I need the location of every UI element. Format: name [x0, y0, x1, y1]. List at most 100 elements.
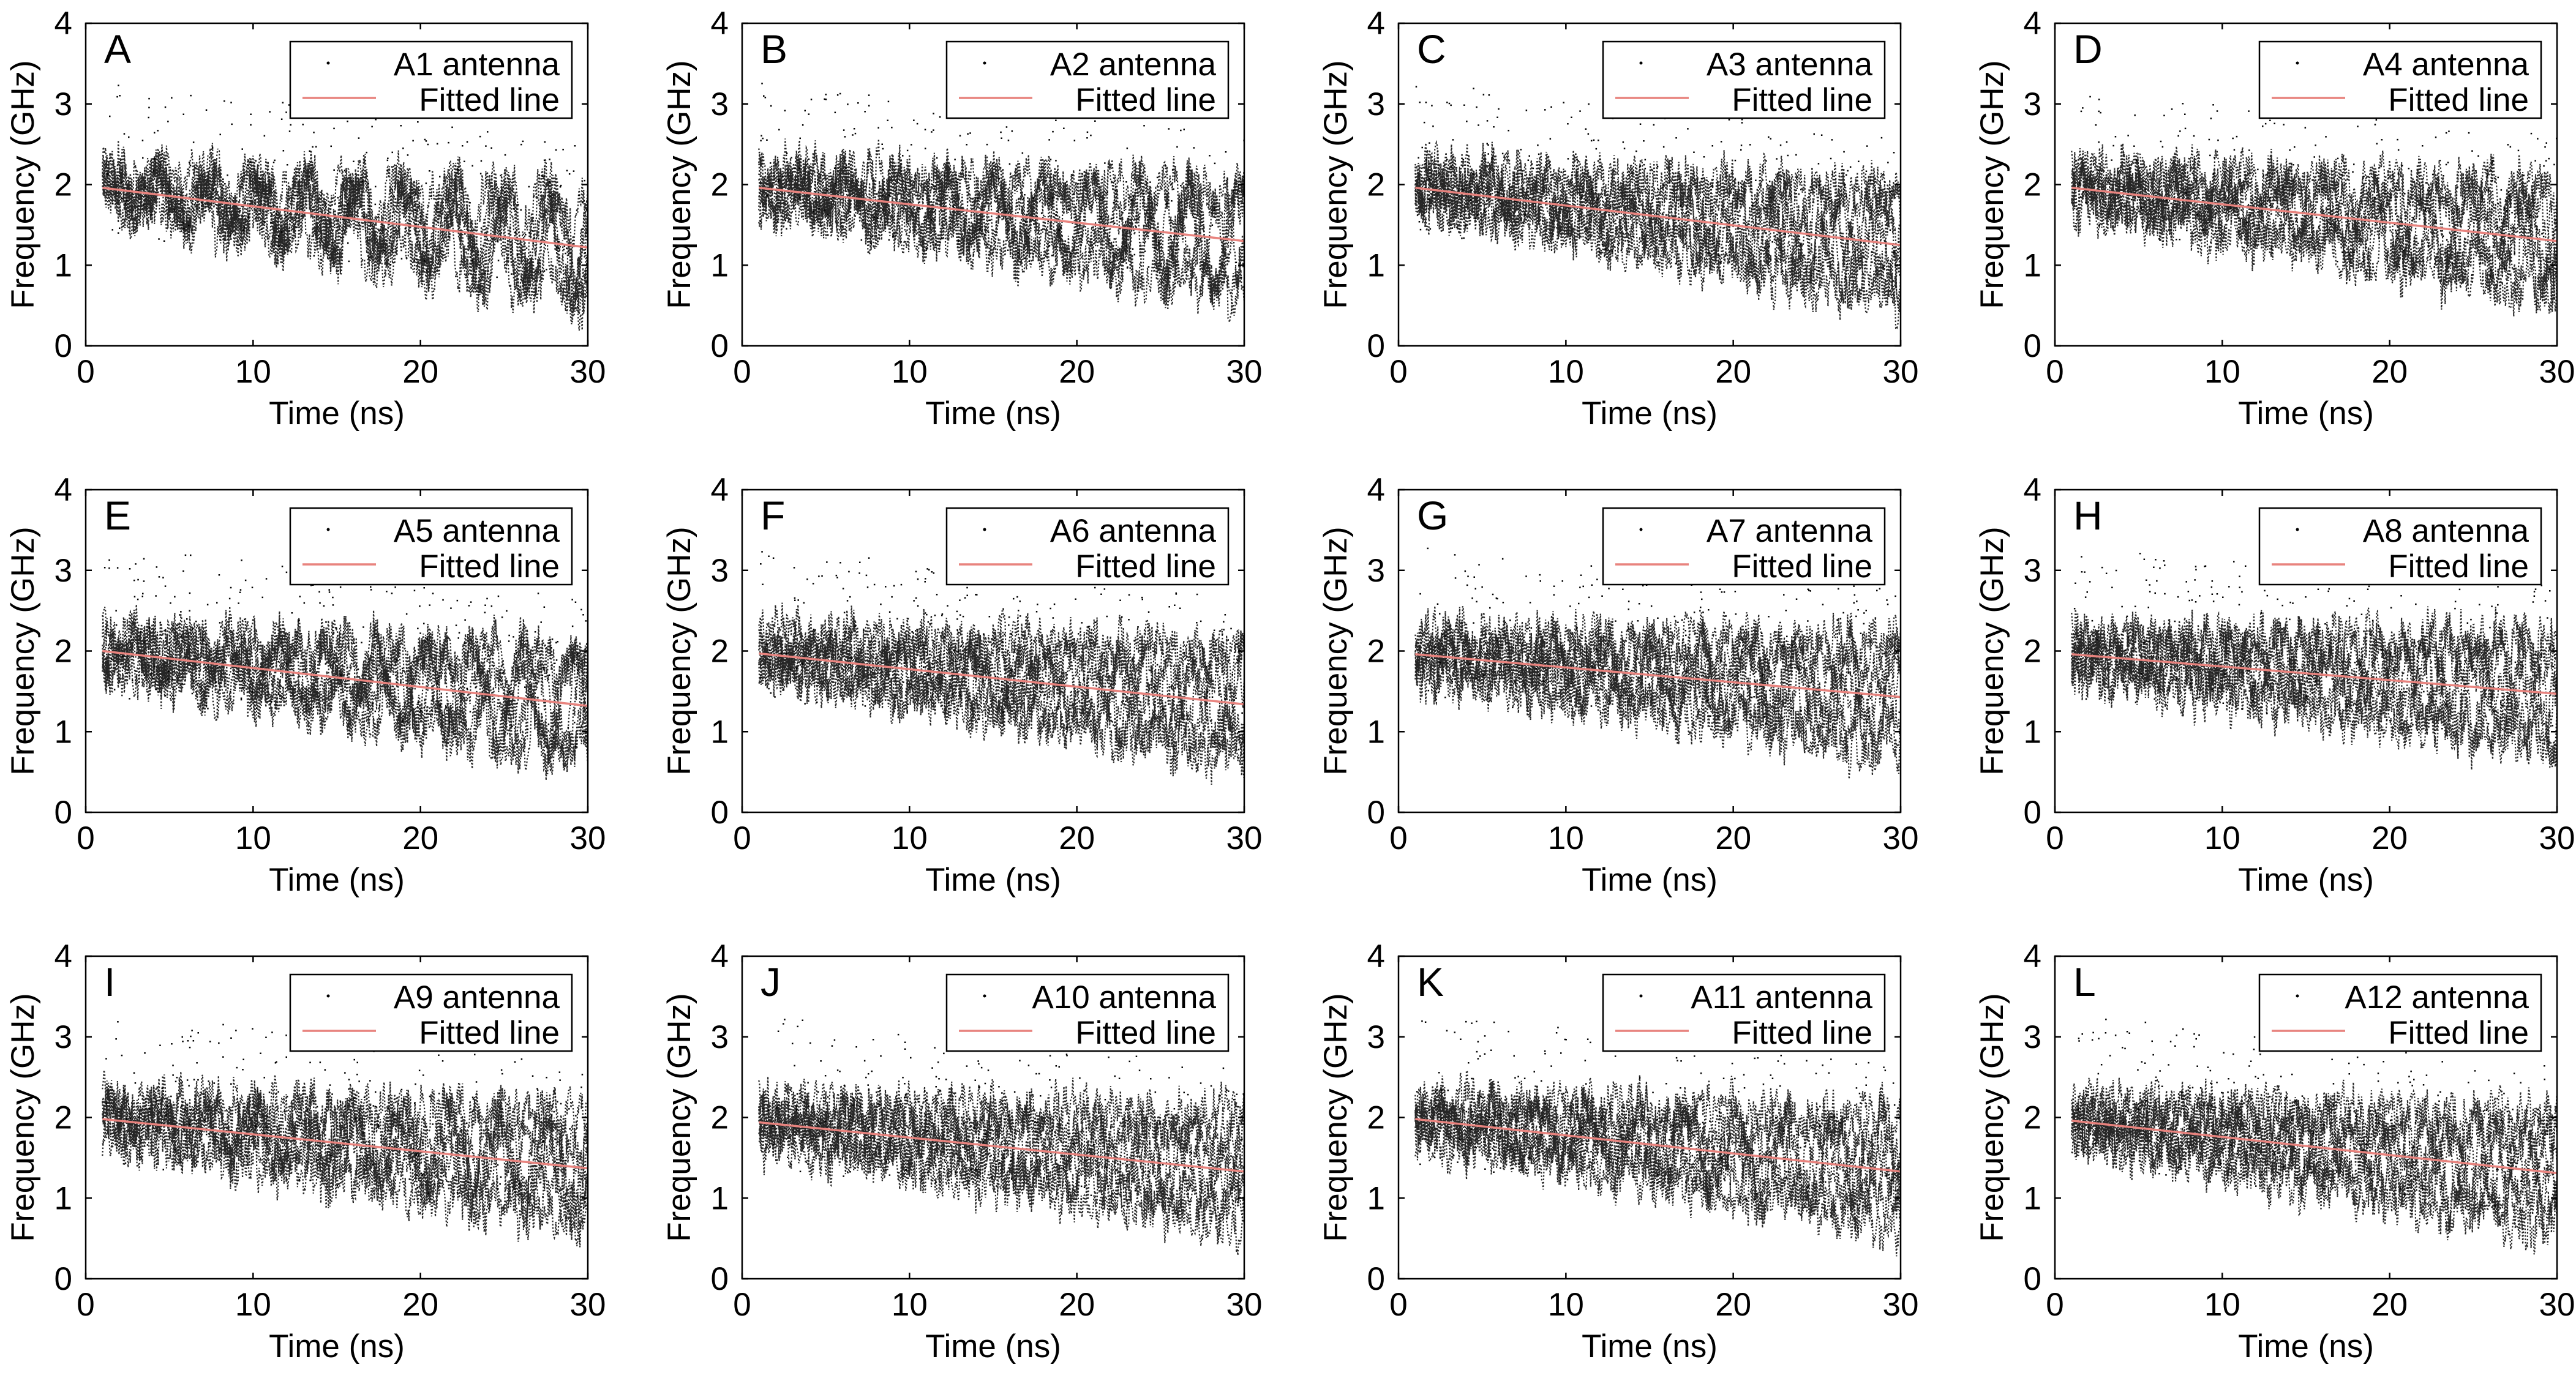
y-tick-label: 1: [2024, 247, 2041, 283]
legend-entry-fit: Fitted line: [1075, 1015, 1216, 1051]
data-trace-F: [758, 551, 1244, 785]
x-tick-label: 20: [1715, 1287, 1751, 1323]
x-axis-label: Time (ns): [925, 1328, 1061, 1364]
data-trace-J: [758, 1019, 1244, 1256]
data-trace-A: [102, 84, 588, 331]
panel-letter: L: [2073, 959, 2096, 1005]
panel-letter: F: [760, 493, 785, 538]
y-tick-label: 3: [711, 553, 729, 589]
fitted-line-C: [1415, 187, 1901, 247]
legend-marker-dot: [2296, 61, 2299, 65]
y-tick-label: 0: [1367, 328, 1385, 364]
y-tick-label: 0: [1367, 1261, 1385, 1297]
data-trace-L: [2071, 1019, 2557, 1255]
x-tick-label: 0: [77, 1287, 94, 1323]
x-tick-label: 30: [2539, 354, 2575, 390]
legend-entry-fit: Fitted line: [1075, 82, 1216, 118]
y-axis-label: Frequency (GHz): [5, 526, 41, 775]
x-tick-label: 20: [1715, 354, 1751, 390]
x-axis-label: Time (ns): [1582, 1328, 1718, 1364]
x-tick-label: 30: [1226, 1287, 1263, 1323]
legend-entry-data: A6 antenna: [1050, 513, 1217, 549]
y-tick-label: 4: [711, 938, 729, 975]
y-axis-label: Frequency (GHz): [5, 993, 41, 1241]
x-tick-label: 10: [2204, 354, 2240, 390]
panel-G: 0 10 20 30 0 1 2 3 4 Time (ns) Frequency (GHz) G A7 …: [1318, 472, 1918, 898]
legend-entry-data: A3 antenna: [1707, 47, 1873, 83]
data-trace-K: [1414, 1020, 1901, 1257]
x-tick-label: 30: [1883, 820, 1919, 856]
legend-entry-data: A2 antenna: [1050, 47, 1217, 83]
panel-letter: A: [104, 26, 131, 72]
y-tick-label: 0: [1367, 795, 1385, 831]
x-tick-label: 30: [570, 354, 606, 390]
y-axis-label: Frequency (GHz): [1974, 526, 2010, 775]
panel-B: 0 10 20 30 0 1 2 3 4 Time (ns) Frequency (GHz) B A2 …: [661, 6, 1262, 432]
panel-H: 0 10 20 30 0 1 2 3 4 Time (ns) Frequency (GHz) H A8 …: [1974, 472, 2575, 898]
y-tick-label: 2: [1367, 167, 1385, 203]
y-tick-label: 1: [711, 1180, 729, 1216]
panel-D: 0 10 20 30 0 1 2 3 4 Time (ns) Frequency (GHz) D A4 …: [1974, 6, 2575, 432]
legend-marker-dot: [1639, 994, 1643, 998]
x-tick-label: 0: [733, 1287, 751, 1323]
x-tick-label: 30: [1883, 354, 1919, 390]
fitted-line-K: [1415, 1118, 1901, 1173]
panel-L: 0 10 20 30 0 1 2 3 4 Time (ns) Frequency (GHz) L A12…: [1974, 938, 2575, 1364]
legend-marker-dot: [983, 994, 986, 998]
x-tick-label: 20: [1059, 354, 1095, 390]
legend-entry-fit: Fitted line: [1732, 82, 1872, 118]
x-tick-label: 10: [1548, 820, 1584, 856]
x-tick-label: 10: [2204, 820, 2240, 856]
x-tick-label: 10: [892, 1287, 928, 1323]
x-tick-label: 0: [1389, 354, 1407, 390]
x-axis-label: Time (ns): [269, 1328, 405, 1364]
y-tick-label: 0: [711, 1261, 729, 1297]
data-trace-I: [102, 1020, 588, 1248]
y-axis-label: Frequency (GHz): [1318, 526, 1354, 775]
legend-entry-data: A12 antenna: [2345, 979, 2529, 1016]
x-tick-label: 10: [235, 1287, 271, 1323]
y-tick-label: 1: [54, 247, 72, 283]
y-tick-label: 0: [2024, 1261, 2041, 1297]
legend-entry-data: A5 antenna: [394, 513, 560, 549]
legend-marker-dot: [2296, 994, 2299, 998]
y-tick-label: 4: [1367, 472, 1385, 508]
x-tick-label: 20: [2371, 1287, 2408, 1323]
y-tick-label: 3: [54, 1019, 72, 1055]
legend-entry-fit: Fitted line: [419, 1015, 560, 1051]
x-tick-label: 10: [892, 820, 928, 856]
fitted-line-L: [2071, 1120, 2558, 1175]
x-tick-label: 20: [2371, 820, 2408, 856]
x-tick-label: 0: [77, 354, 94, 390]
y-tick-label: 1: [2024, 714, 2041, 750]
y-tick-label: 3: [1367, 86, 1385, 122]
x-tick-label: 10: [1548, 354, 1584, 390]
y-axis-label: Frequency (GHz): [661, 60, 697, 309]
y-axis-label: Frequency (GHz): [1318, 993, 1354, 1241]
y-axis-label: Frequency (GHz): [1974, 993, 2010, 1241]
y-tick-label: 0: [54, 1261, 72, 1297]
x-tick-label: 20: [402, 820, 438, 856]
data-trace-C: [1414, 86, 1901, 330]
panel-letter: C: [1417, 26, 1446, 72]
legend-entry-data: A4 antenna: [2363, 47, 2529, 83]
x-axis-label: Time (ns): [2238, 1328, 2374, 1364]
y-tick-label: 0: [711, 328, 729, 364]
data-trace-G: [1414, 547, 1901, 779]
legend-entry-fit: Fitted line: [2388, 82, 2529, 118]
data-trace-H: [2071, 552, 2557, 770]
panel-C: 0 10 20 30 0 1 2 3 4 Time (ns) Frequency (GHz) C A3 …: [1318, 6, 1918, 432]
y-axis-label: Frequency (GHz): [1974, 60, 2010, 309]
y-tick-label: 2: [2024, 634, 2041, 670]
y-tick-label: 0: [711, 795, 729, 831]
y-tick-label: 4: [2024, 6, 2041, 42]
y-tick-label: 3: [54, 553, 72, 589]
x-tick-label: 0: [2046, 820, 2063, 856]
x-axis-label: Time (ns): [925, 395, 1061, 432]
